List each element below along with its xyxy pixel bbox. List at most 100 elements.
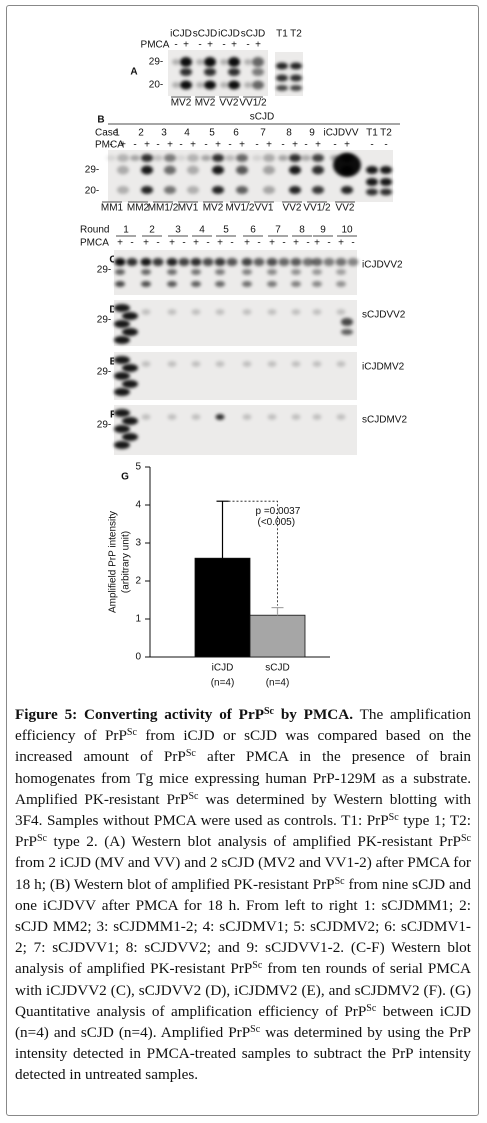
blot-band (290, 85, 302, 91)
pmca-sign: - (109, 140, 112, 151)
blot-band (291, 309, 301, 315)
case-label: 5 (209, 128, 215, 139)
round-label: 10 (341, 225, 353, 236)
pmca-sign: - (198, 40, 201, 51)
blot-band (190, 258, 202, 266)
pmca-sign: + (315, 140, 321, 151)
blot-band (187, 186, 199, 194)
blot-band (212, 154, 224, 162)
x-tick-label: sCJD (265, 663, 289, 674)
blot-band (153, 155, 163, 161)
caption-text: by PMCA. (273, 706, 354, 723)
blot-band (301, 155, 311, 161)
panel-label: D (109, 305, 116, 316)
blot-band (267, 269, 277, 275)
blot-membrane (114, 352, 357, 400)
genotype-label: VV2 (220, 98, 239, 109)
blot-band (204, 80, 216, 90)
blot-band (167, 269, 177, 275)
significance-text: p =0.0037 (256, 506, 301, 517)
blot-band (220, 59, 228, 65)
blot-band (141, 361, 151, 367)
caption-text: was determined by using the PrP intensit… (15, 1024, 471, 1084)
blot-band (117, 154, 129, 162)
blot-band (141, 165, 153, 175)
blot-band (215, 414, 225, 420)
round-label: 3 (175, 225, 181, 236)
pmca-sign: + (207, 40, 213, 51)
caption-text: was determined by Western blotting with … (15, 790, 472, 830)
case-label: 3 (161, 128, 167, 139)
blot-band (242, 361, 252, 367)
bar (249, 614, 306, 658)
group-label: iCJD (170, 29, 192, 40)
blot-band (212, 186, 224, 194)
pmca-sign: - (257, 238, 260, 249)
blot-band (117, 186, 129, 194)
blot-band (253, 258, 265, 266)
blot-band (312, 309, 322, 315)
case-label: 8 (286, 128, 292, 139)
blot-band (228, 80, 240, 90)
blot-band (252, 155, 262, 161)
blot-band (267, 281, 277, 287)
case-label: T2 (380, 128, 392, 139)
case-label: 2 (138, 128, 144, 139)
blot-band (141, 186, 153, 194)
blot-band (347, 258, 359, 266)
genotype-label: VV1/2 (239, 98, 267, 109)
mw-marker: 29- (97, 265, 111, 276)
mw-marker: 20- (149, 80, 163, 91)
blot-band (276, 85, 288, 91)
y-tick-label: 2 (135, 576, 141, 587)
blot-band (242, 269, 252, 275)
case-label: 6 (233, 128, 239, 139)
blot-band (267, 361, 277, 367)
blot-band (312, 414, 322, 420)
blot-band (196, 59, 204, 65)
y-tick-label: 3 (135, 538, 141, 549)
panel-label: E (110, 357, 117, 368)
blot-band (323, 258, 335, 266)
blot-band (114, 388, 130, 396)
pmca-sign: - (228, 140, 231, 151)
round-label: 5 (223, 225, 229, 236)
pmca-sign: + (244, 238, 250, 249)
blot-band (291, 414, 301, 420)
blot-band (311, 258, 323, 266)
pmca-sign: - (306, 238, 309, 249)
panel-title: sCJD (250, 112, 274, 123)
panel-label: F (110, 410, 116, 421)
blot-band (244, 82, 252, 88)
blot-band (312, 281, 322, 287)
blot-band (380, 178, 392, 186)
blot-band (122, 380, 138, 388)
caption-text: Sc (263, 706, 274, 717)
blot-band (204, 68, 216, 76)
genotype-label: MM1/2 (148, 203, 179, 214)
blot-band (290, 62, 302, 70)
caption-text: after PMCA in the presence of brain homo… (15, 748, 472, 808)
blot-name: iCJDMV2 (362, 362, 405, 373)
blot-band (141, 281, 151, 287)
blot-band (215, 269, 225, 275)
pmca-sign: - (204, 140, 207, 151)
round-label: 9 (320, 225, 326, 236)
y-tick-label: 5 (135, 462, 141, 473)
blot-band (226, 258, 238, 266)
pmca-sign: + (183, 40, 189, 51)
genotype-label: MV2 (195, 98, 216, 109)
pmca-sign: - (333, 140, 336, 151)
genotype-label: MV2 (171, 98, 192, 109)
blot-band (335, 258, 347, 266)
blot-band (312, 269, 322, 275)
pmca-sign: + (169, 238, 175, 249)
pmca-sign: + (143, 238, 149, 249)
blot-band (215, 281, 225, 287)
pmca-sign: - (255, 140, 258, 151)
blot-band (289, 154, 301, 162)
blot-band (278, 155, 288, 161)
case-label: 7 (260, 128, 266, 139)
caption-text: Figure 5: Converting activity of PrP (15, 706, 264, 723)
